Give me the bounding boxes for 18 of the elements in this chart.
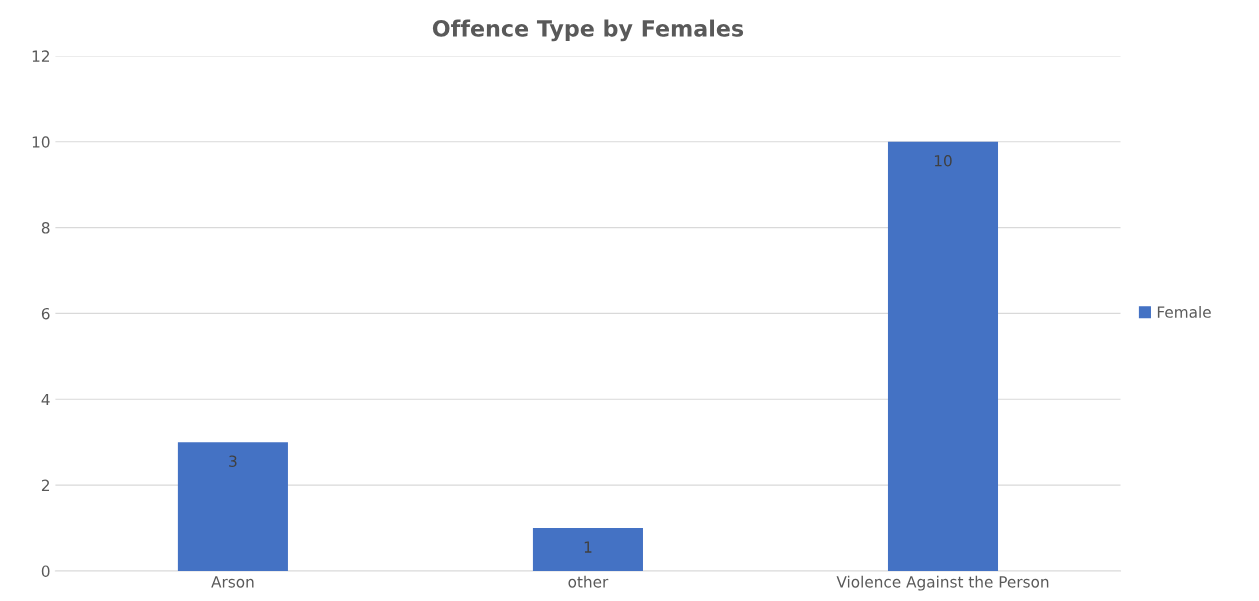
bar: [887, 141, 999, 571]
legend-label: Female: [1157, 306, 1211, 318]
y-tick-label: 8: [41, 222, 50, 234]
chart-title: Offence Type by Females: [432, 19, 744, 42]
data-label: 1: [584, 541, 592, 553]
x-tick-label: Arson: [211, 576, 254, 588]
y-tick-label: 12: [32, 50, 49, 62]
y-tick-label: 6: [41, 307, 50, 320]
x-tick-label: other: [568, 575, 609, 588]
x-tick-label: Violence Against the Person: [836, 575, 1049, 591]
y-tick-label: 4: [41, 393, 50, 406]
bar: [532, 528, 643, 571]
y-tick-label: 0: [41, 565, 50, 577]
data-label: 10: [934, 155, 952, 167]
y-tick-label: 2: [41, 479, 49, 491]
data-label: 3: [229, 455, 237, 467]
y-tick-label: 10: [32, 136, 50, 148]
bar: [177, 442, 288, 571]
